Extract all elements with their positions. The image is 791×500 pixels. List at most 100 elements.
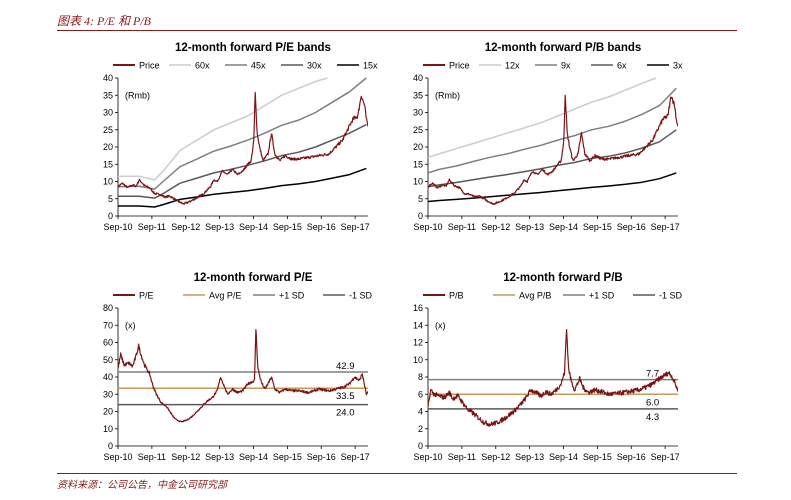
legend-label-6x: 6x [617,61,627,71]
legend-label-30x: 30x [307,61,322,71]
y-tick-label: 80 [103,303,113,313]
y-tick-label: 16 [413,303,423,313]
annotation-label: 6.0 [646,397,659,408]
series-line-price [428,94,678,206]
x-tick-label: Sep-14 [549,452,578,462]
y-tick-label: 2 [418,424,423,434]
x-tick-label: Sep-17 [341,222,370,232]
chart-title: 12-month forward P/B bands [485,42,642,54]
y-tick-label: 30 [413,108,423,118]
y-tick-label: 30 [103,389,113,399]
y-tick-label: 35 [413,90,423,100]
legend-label-price: Price [139,61,160,71]
x-tick-label: Sep-17 [341,452,370,462]
x-tick-label: Sep-11 [138,222,166,232]
series-line-p-e [118,329,368,423]
x-tick-label: Sep-16 [617,452,646,462]
y-tick-label: 5 [108,194,113,204]
chart-svg: 12-month forward P/B bands Price 12x 9x 6x 3x… [413,42,683,232]
y-tick-label: 15 [103,159,113,169]
x-tick-label: Sep-11 [138,452,166,462]
series-line-6x [428,129,677,188]
legend-label-1-sd: -1 SD [349,291,373,301]
pe-history-chart: 12-month forward P/E P/E Avg P/E +1 SD -1 SD… [88,268,383,473]
chart-svg: 12-month forward P/E P/E Avg P/E +1 SD -1 SD… [103,272,373,462]
x-tick-label: Sep-12 [481,222,510,232]
x-tick-label: Sep-13 [205,452,234,462]
x-tick-label: Sep-14 [239,452,268,462]
x-tick-label: Sep-14 [239,222,268,232]
x-tick-label: Sep-15 [583,222,612,232]
chart-svg: 12-month forward P/E bands Price 60x 45x 30x… [103,42,378,232]
chart-title: 12-month forward P/B [503,272,622,284]
y-tick-label: 10 [103,177,113,187]
annotation-label: 33.5 [336,391,355,402]
legend-label-avg-p-b: Avg P/B [519,291,551,301]
x-tick-label: Sep-16 [617,222,646,232]
annotation-label: 24.0 [336,408,355,419]
x-tick-label: Sep-16 [307,452,336,462]
y-tick-label: 6 [418,389,423,399]
annotation-label: 42.9 [336,361,355,372]
x-tick-label: Sep-11 [448,222,476,232]
legend-label-15x: 15x [363,61,378,71]
annotation-label: 4.3 [646,412,659,423]
y-tick-label: 30 [103,108,113,118]
x-tick-label: Sep-13 [205,222,234,232]
legend-label-1-sd: -1 SD [659,291,683,301]
x-tick-label: Sep-17 [651,452,680,462]
y-tick-label: 0 [108,441,113,451]
legend-label-12x: 12x [505,61,520,71]
pb-bands-chart: 12-month forward P/B bands Price 12x 9x 6x 3x… [398,38,693,243]
y-tick-label: 0 [418,441,423,451]
top-divider [57,30,737,31]
series-line-p-b [428,329,678,427]
legend-label-price: Price [449,61,470,71]
y-tick-label: 15 [413,159,423,169]
y-tick-label: 12 [413,338,423,348]
y-tick-label: 10 [413,177,423,187]
plot-area [428,77,678,206]
unit-label: (x) [125,320,136,330]
series-line-9x [428,87,677,174]
x-tick-label: Sep-10 [413,222,442,232]
chart-title: 12-month forward P/E bands [175,42,331,54]
x-tick-label: Sep-12 [171,222,200,232]
x-tick-label: Sep-15 [583,452,612,462]
y-tick-label: 40 [413,73,423,83]
y-tick-label: 40 [103,73,113,83]
y-tick-label: 25 [103,125,113,135]
unit-label: (Rmb) [125,90,150,100]
annotation-label: 7.7 [646,369,659,380]
y-tick-label: 10 [413,355,423,365]
plot-area [118,77,368,208]
x-tick-label: Sep-16 [307,222,336,232]
x-tick-label: Sep-14 [549,222,578,232]
y-tick-label: 8 [418,372,423,382]
series-line-45x [118,77,367,190]
series-line-60x [118,77,328,181]
x-tick-label: Sep-13 [515,222,544,232]
y-tick-label: 14 [413,320,423,330]
x-tick-label: Sep-13 [515,452,544,462]
x-tick-label: Sep-12 [171,452,200,462]
y-tick-label: 70 [103,320,113,330]
bottom-divider [57,473,737,474]
y-tick-label: 20 [413,142,423,152]
x-tick-label: Sep-11 [448,452,476,462]
y-tick-label: 20 [103,407,113,417]
series-line-price [118,91,368,205]
series-line-12x [428,77,657,159]
x-tick-label: Sep-12 [481,452,510,462]
plot-area [118,329,368,423]
pb-history-chart: 12-month forward P/B P/B Avg P/B +1 SD -1 SD… [398,268,693,473]
y-tick-label: 35 [103,90,113,100]
x-tick-label: Sep-15 [273,452,302,462]
x-tick-label: Sep-10 [103,222,132,232]
legend-label-45x: 45x [251,61,266,71]
x-tick-label: Sep-15 [273,222,302,232]
series-line-15x [118,167,367,208]
y-tick-label: 10 [103,424,113,434]
legend-label-9x: 9x [561,61,571,71]
series-line-30x [118,123,367,199]
